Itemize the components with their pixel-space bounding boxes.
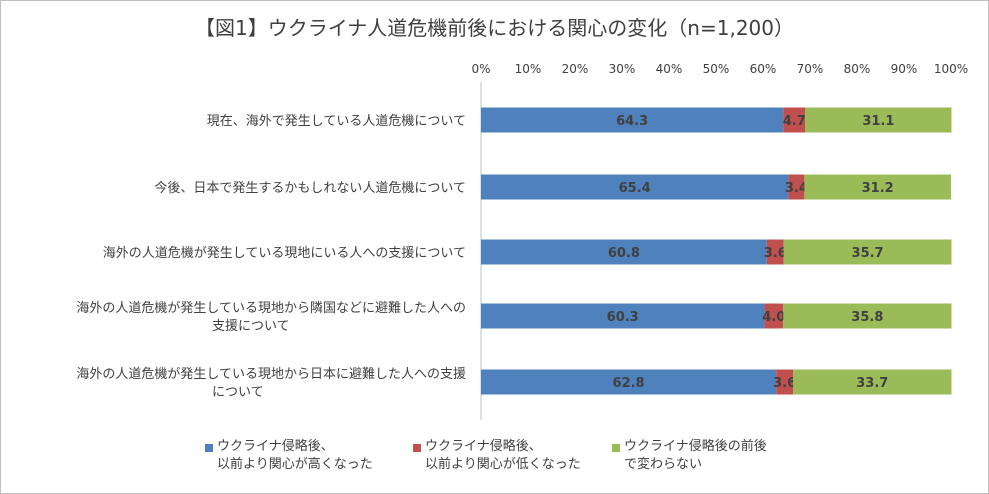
x-tick-label: 90% — [891, 62, 918, 76]
data-label: 31.1 — [862, 114, 894, 129]
data-label: 4.7 — [783, 114, 806, 129]
bar-segment — [805, 107, 952, 133]
legend-swatch — [205, 444, 213, 452]
x-tick-label: 30% — [609, 62, 636, 76]
bar-segment — [481, 303, 765, 329]
bar-segment — [766, 239, 784, 265]
x-tick-label: 60% — [750, 62, 777, 76]
data-label: 3.4 — [785, 181, 808, 196]
x-tick-label: 10% — [515, 62, 542, 76]
bar-segment — [783, 303, 952, 329]
x-tick-label: 70% — [797, 62, 824, 76]
x-tick-label: 100% — [934, 62, 968, 76]
data-label: 3.6 — [764, 246, 787, 261]
data-label: 35.8 — [851, 310, 883, 325]
category-label: 海外の人道危機が発生している現地から隣国などに避難した人への — [76, 300, 466, 316]
category-label: 現在、海外で発生している人道危機について — [207, 114, 466, 129]
bar-segment — [788, 174, 805, 200]
bar-segment — [481, 369, 777, 395]
x-tick-label: 50% — [703, 62, 730, 76]
chart-legend: ウクライナ侵略後、 以前より関心が高くなった ウクライナ侵略後、 以前より関心が低… — [0, 438, 989, 488]
category-label: 今後、日本で発生するかもしれない人道危機について — [154, 180, 466, 196]
data-label: 35.7 — [852, 246, 884, 261]
x-tick-label: 80% — [844, 62, 871, 76]
chart-title: 【図1】ウクライナ人道危機前後における関心の変化（n=1,200） — [194, 16, 794, 40]
bar-segment — [481, 239, 767, 265]
data-label: 4.0 — [762, 310, 785, 325]
legend-label: ウクライナ侵略後、 以前より関心が低くなった — [425, 439, 581, 472]
bar-segment — [764, 303, 784, 329]
legend-swatch — [612, 444, 620, 452]
x-tick-label: 20% — [562, 62, 589, 76]
x-tick-label: 0% — [471, 62, 490, 76]
legend-label: ウクライナ侵略後、 以前より関心が高くなった — [217, 439, 373, 472]
legend-item: ウクライナ侵略後の前後 で変わらない — [612, 438, 767, 474]
data-label: 64.3 — [616, 114, 648, 129]
data-label: 33.7 — [856, 376, 888, 391]
bar-segment — [776, 369, 794, 395]
data-label: 60.8 — [608, 246, 640, 261]
data-label: 62.8 — [613, 376, 645, 391]
category-label: 海外の人道危機が発生している現地から日本に避難した人への支援 — [76, 367, 466, 382]
legend-swatch — [413, 444, 421, 452]
legend-item: ウクライナ侵略後、 以前より関心が低くなった — [413, 438, 581, 474]
category-label: について — [212, 385, 264, 400]
category-label: 海外の人道危機が発生している現地にいる人への支援について — [103, 246, 466, 261]
data-label: 65.4 — [619, 181, 651, 196]
data-label: 31.2 — [862, 181, 894, 196]
data-label: 60.3 — [607, 310, 639, 325]
legend-item: ウクライナ侵略後、 以前より関心が高くなった — [205, 438, 373, 474]
bar-segment — [804, 174, 951, 200]
bar-segment — [783, 107, 806, 133]
legend-label: ウクライナ侵略後の前後 で変わらない — [624, 439, 767, 472]
bar-segment — [481, 107, 784, 133]
category-label: 支援について — [212, 319, 290, 334]
x-tick-label: 40% — [656, 62, 683, 76]
bar-segment — [783, 239, 952, 265]
data-label: 3.6 — [773, 376, 796, 391]
bar-segment — [793, 369, 952, 395]
bar-segment — [481, 174, 789, 200]
